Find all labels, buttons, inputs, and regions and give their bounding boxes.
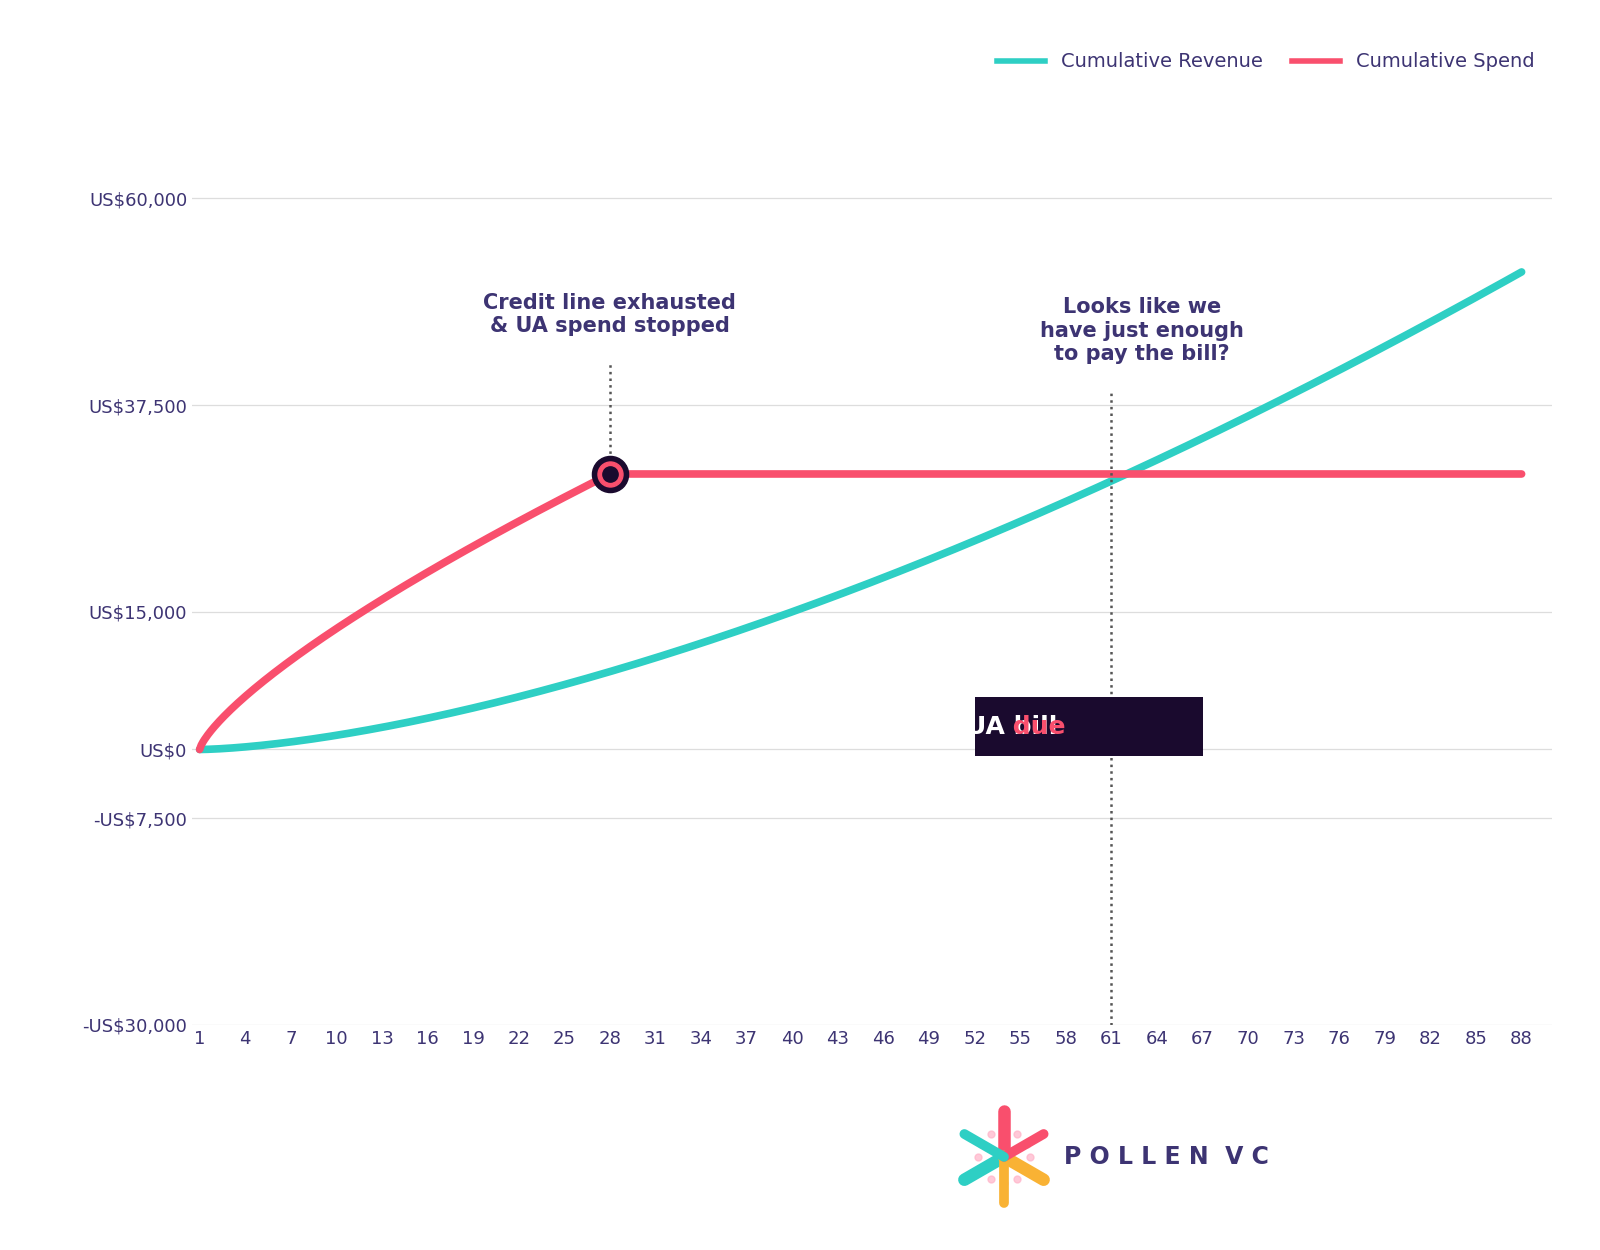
FancyBboxPatch shape (974, 696, 1203, 756)
Legend: Cumulative Revenue, Cumulative Spend: Cumulative Revenue, Cumulative Spend (989, 45, 1542, 79)
Text: due: due (970, 715, 1066, 739)
Text: Looks like we
have just enough
to pay the bill?: Looks like we have just enough to pay th… (1040, 298, 1243, 364)
Text: P O L L E N  V C: P O L L E N V C (1064, 1145, 1269, 1170)
Text: Credit line exhausted
& UA spend stopped: Credit line exhausted & UA spend stopped (483, 292, 736, 336)
Text: UA bill: UA bill (966, 715, 1066, 739)
